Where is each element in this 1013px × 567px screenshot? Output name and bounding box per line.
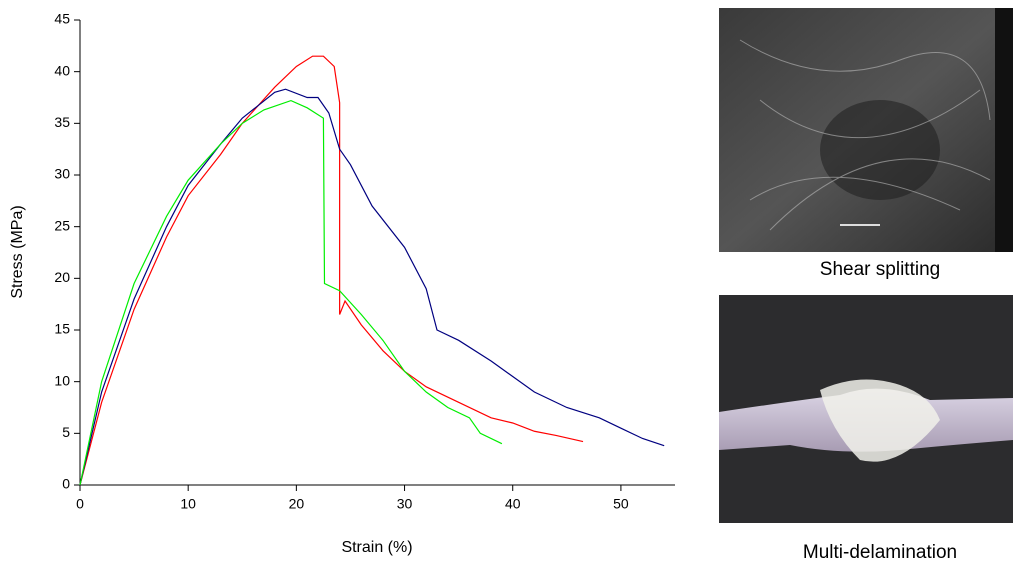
y-tick-label: 25 xyxy=(54,217,70,233)
y-axis-title: Stress (MPa) xyxy=(9,205,26,298)
data-line xyxy=(79,88,665,486)
photo-caption: Shear splitting xyxy=(820,259,940,280)
y-tick-label: 10 xyxy=(54,372,70,388)
y-tick-label: 35 xyxy=(54,114,70,130)
photo-shear xyxy=(719,8,1013,252)
data-line xyxy=(79,99,503,486)
photo-caption: Multi-delamination xyxy=(803,542,957,563)
y-tick-label: 40 xyxy=(54,62,70,78)
x-axis-title: Strain (%) xyxy=(341,539,412,556)
y-tick-label: 15 xyxy=(54,321,70,337)
x-tick-label: 50 xyxy=(613,496,629,512)
y-tick-label: 30 xyxy=(54,166,70,182)
x-tick-label: 40 xyxy=(505,496,521,512)
x-tick-label: 20 xyxy=(289,496,305,512)
x-tick-label: 0 xyxy=(76,496,84,512)
x-tick-label: 30 xyxy=(397,496,413,512)
data-line xyxy=(79,55,584,486)
photo-delamination xyxy=(719,295,1013,523)
x-tick-label: 10 xyxy=(180,496,196,512)
y-tick-label: 0 xyxy=(62,476,70,492)
y-tick-label: 45 xyxy=(54,11,70,27)
y-tick-label: 20 xyxy=(54,269,70,285)
y-tick-label: 5 xyxy=(62,424,70,440)
